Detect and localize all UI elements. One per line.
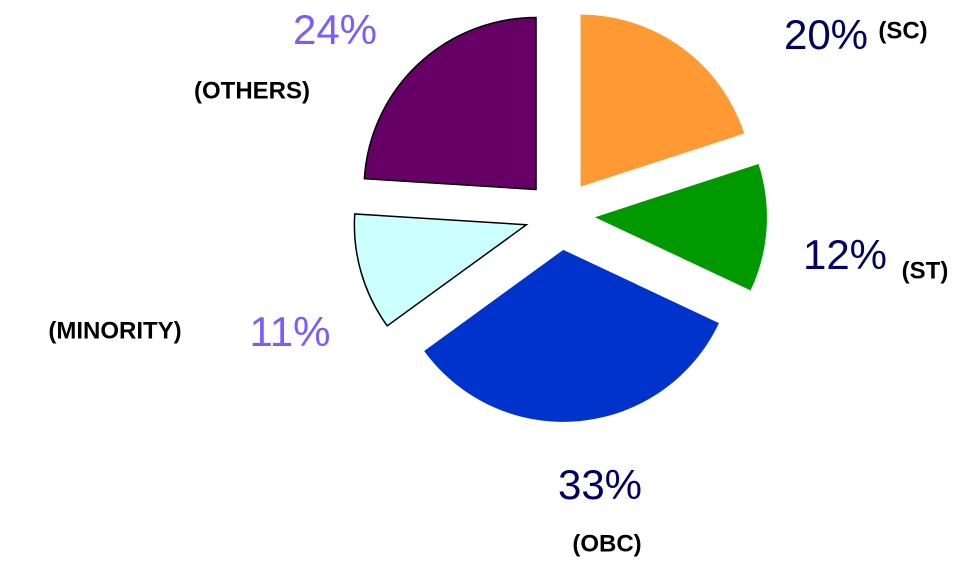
pie-slice: [580, 14, 745, 187]
category-label: (MINORITY): [48, 317, 181, 344]
category-label: (SC): [878, 17, 927, 44]
value-label: 33%: [558, 461, 642, 508]
value-label: 20%: [784, 11, 868, 58]
pie-slice: [353, 213, 529, 327]
category-label: (OBC): [572, 530, 641, 557]
value-label: 11%: [250, 308, 331, 355]
category-label: (OTHERS): [194, 77, 310, 104]
value-label: 24%: [293, 6, 377, 53]
category-label: (ST): [902, 257, 949, 284]
value-label: 12%: [803, 231, 887, 278]
pie-slice: [594, 164, 767, 291]
pie-slice: [424, 249, 719, 422]
pie-slice: [363, 16, 537, 191]
